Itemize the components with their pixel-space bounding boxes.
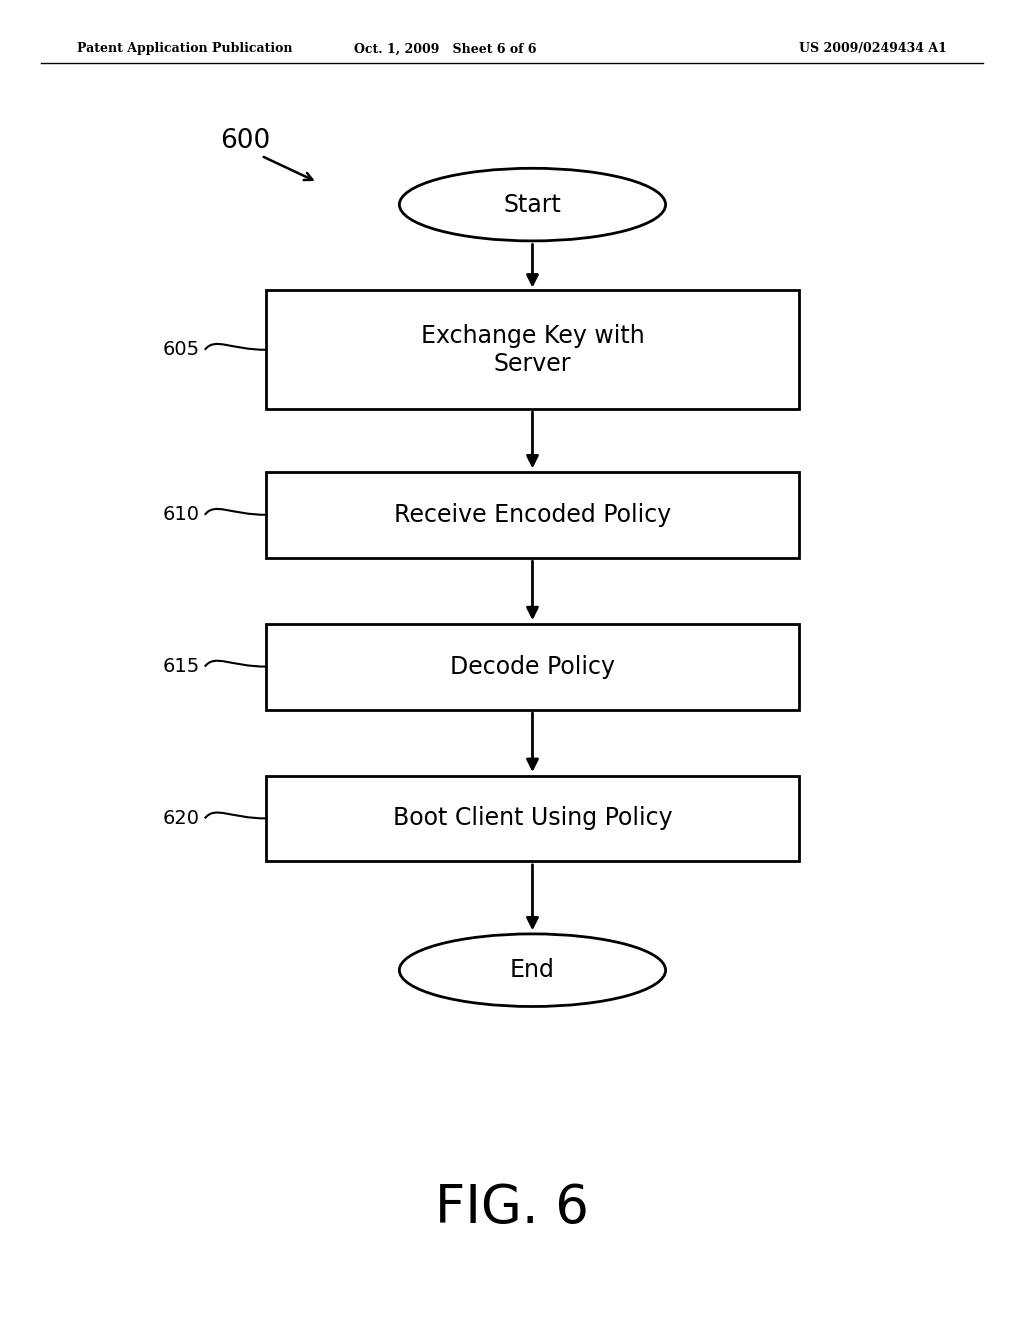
FancyBboxPatch shape	[266, 623, 799, 710]
Text: 600: 600	[220, 128, 270, 154]
Text: 605: 605	[163, 341, 200, 359]
Text: US 2009/0249434 A1: US 2009/0249434 A1	[800, 42, 947, 55]
Ellipse shape	[399, 169, 666, 242]
Text: FIG. 6: FIG. 6	[435, 1181, 589, 1234]
Text: Receive Encoded Policy: Receive Encoded Policy	[394, 503, 671, 527]
FancyBboxPatch shape	[266, 471, 799, 557]
FancyBboxPatch shape	[266, 776, 799, 861]
FancyBboxPatch shape	[266, 290, 799, 409]
Text: Decode Policy: Decode Policy	[450, 655, 615, 678]
Ellipse shape	[399, 935, 666, 1006]
Text: 620: 620	[163, 809, 200, 828]
Text: Oct. 1, 2009   Sheet 6 of 6: Oct. 1, 2009 Sheet 6 of 6	[354, 42, 537, 55]
Text: End: End	[510, 958, 555, 982]
Text: Boot Client Using Policy: Boot Client Using Policy	[392, 807, 673, 830]
Text: 615: 615	[163, 657, 200, 676]
Text: Exchange Key with
Server: Exchange Key with Server	[421, 323, 644, 376]
Text: Start: Start	[504, 193, 561, 216]
Text: 610: 610	[163, 506, 200, 524]
Text: Patent Application Publication: Patent Application Publication	[77, 42, 292, 55]
